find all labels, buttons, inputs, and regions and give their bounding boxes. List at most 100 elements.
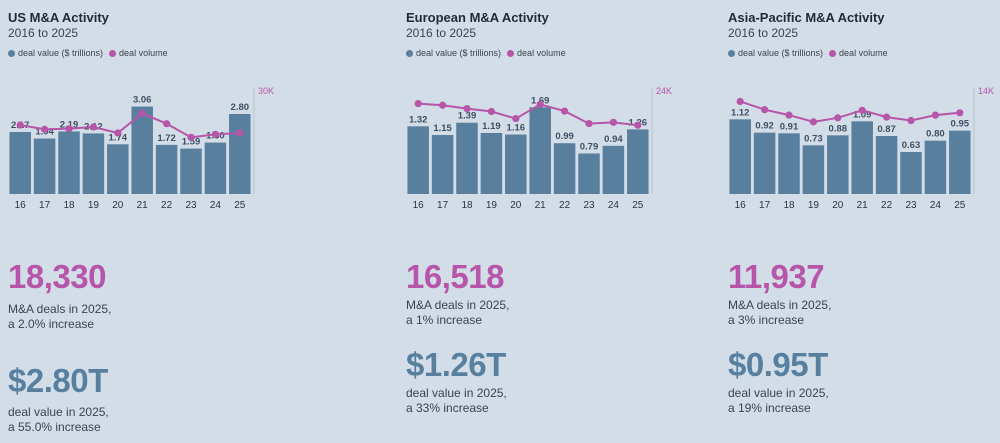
x-tick-22: 22: [559, 200, 571, 211]
volume-description-line-2: a 3% increase: [728, 313, 805, 327]
bar-label-22: 1.72: [157, 133, 176, 144]
asia-pacific-chart: 14K 1.12 16 0.92 17 0.91 18 0.73 19 0.88 20 1.09 21 0…: [729, 86, 994, 211]
volume-point-21: [138, 109, 146, 117]
bar-label-17: 0.92: [755, 121, 774, 132]
volume-point-24: [609, 118, 617, 126]
x-tick-20: 20: [510, 200, 522, 211]
volume-point-25: [956, 109, 964, 117]
bar-21: [529, 107, 551, 194]
bar-19: [802, 145, 825, 194]
value-description-line-2: a 55.0% increase: [8, 420, 101, 434]
legend: deal value ($ trillions) deal volume: [406, 48, 572, 58]
volume-point-16: [16, 121, 24, 129]
x-tick-18: 18: [461, 200, 473, 211]
volume-point-24: [931, 111, 939, 119]
bar-label-19: 0.73: [804, 133, 823, 144]
volume-big-number: 11,937: [728, 258, 825, 295]
bar-24: [924, 140, 947, 194]
value-description-line-1: deal value in 2025,: [406, 386, 507, 400]
bar-22: [875, 136, 898, 194]
volume-point-21: [858, 106, 866, 114]
x-tick-25: 25: [234, 200, 246, 211]
x-tick-23: 23: [905, 200, 917, 211]
bar-25: [949, 130, 971, 194]
volume-description-line-1: M&A deals in 2025,: [406, 298, 510, 312]
volume-point-23: [907, 116, 915, 125]
right-axis-label: 30K: [258, 86, 274, 96]
volume-point-19: [487, 107, 495, 116]
volume-point-18: [785, 111, 793, 119]
x-tick-24: 24: [608, 200, 620, 211]
bar-label-25: 2.80: [231, 102, 250, 113]
bar-23: [578, 153, 600, 194]
volume-line: [739, 100, 960, 123]
x-tick-24: 24: [930, 200, 942, 211]
x-tick-22: 22: [881, 200, 893, 211]
legend-value-dot: [8, 49, 15, 57]
chart-subtitle: 2016 to 2025: [8, 26, 79, 40]
bar-label-22: 0.87: [877, 124, 896, 135]
europe-panel: European M&A Activity 2016 to 2025 deal …: [406, 0, 706, 443]
volume-point-20: [512, 114, 520, 123]
volume-description-line-1: M&A deals in 2025,: [8, 302, 112, 316]
volume-line: [20, 112, 240, 139]
x-tick-16: 16: [413, 200, 425, 211]
volume-point-17: [761, 106, 769, 114]
volume-point-22: [883, 113, 891, 121]
legend-volume-dot: [507, 49, 515, 57]
value-big-number: $0.95T: [728, 346, 828, 383]
volume-point-16: [736, 97, 744, 106]
volume-point-22: [163, 120, 171, 128]
bar-22: [155, 144, 178, 194]
volume-line: [418, 102, 638, 127]
chart-subtitle: 2016 to 2025: [406, 26, 477, 40]
x-tick-23: 23: [185, 200, 197, 211]
x-tick-17: 17: [39, 200, 51, 211]
bar-label-20: 1.16: [507, 123, 526, 134]
bar-21: [131, 106, 153, 194]
x-tick-23: 23: [583, 200, 595, 211]
volume-point-24: [211, 130, 219, 138]
bar-label-21: 3.06: [133, 95, 152, 106]
x-tick-20: 20: [832, 200, 844, 211]
bar-label-23: 1.59: [182, 137, 201, 148]
bar-label-18: 0.91: [780, 121, 799, 132]
bar-label-19: 1.19: [482, 121, 501, 132]
volume-point-18: [463, 104, 471, 113]
legend-volume-label: deal volume: [517, 48, 566, 58]
x-tick-17: 17: [437, 200, 449, 211]
bar-19: [82, 133, 105, 194]
legend: deal value ($ trillions) deal volume: [728, 48, 894, 58]
bar-label-22: 0.99: [555, 131, 574, 142]
bar-18: [778, 133, 800, 194]
legend-volume-dot: [829, 49, 837, 57]
x-tick-21: 21: [535, 200, 547, 211]
bar-22: [553, 143, 576, 194]
bar-label-24: 0.80: [926, 129, 945, 140]
legend-value-label: deal value ($ trillions): [18, 48, 104, 58]
volume-point-16: [414, 99, 422, 108]
volume-description-line-1: M&A deals in 2025,: [728, 298, 832, 312]
volume-point-17: [439, 101, 447, 109]
asia-pacific-panel: Asia-Pacific M&A Activity 2016 to 2025 d…: [728, 0, 1000, 443]
volume-description-line-2: a 1% increase: [406, 313, 483, 327]
legend-value-label: deal value ($ trillions): [416, 48, 502, 58]
volume-point-25: [236, 129, 244, 137]
volume-point-19: [809, 118, 817, 126]
volume-point-17: [41, 125, 49, 133]
x-tick-21: 21: [857, 200, 869, 211]
x-tick-16: 16: [15, 200, 27, 211]
x-tick-18: 18: [63, 200, 75, 211]
bar-18: [456, 122, 478, 194]
bar-label-16: 1.32: [409, 114, 428, 125]
bar-label-21: 1.09: [853, 109, 872, 120]
bar-16: [729, 119, 751, 194]
legend-volume-dot: [109, 49, 117, 57]
x-tick-25: 25: [954, 200, 966, 211]
volume-point-22: [561, 107, 569, 115]
right-axis-label: 24K: [656, 86, 672, 96]
bar-17: [431, 135, 454, 194]
bar-17: [33, 138, 56, 194]
bar-25: [229, 114, 251, 194]
bar-20: [107, 144, 129, 194]
